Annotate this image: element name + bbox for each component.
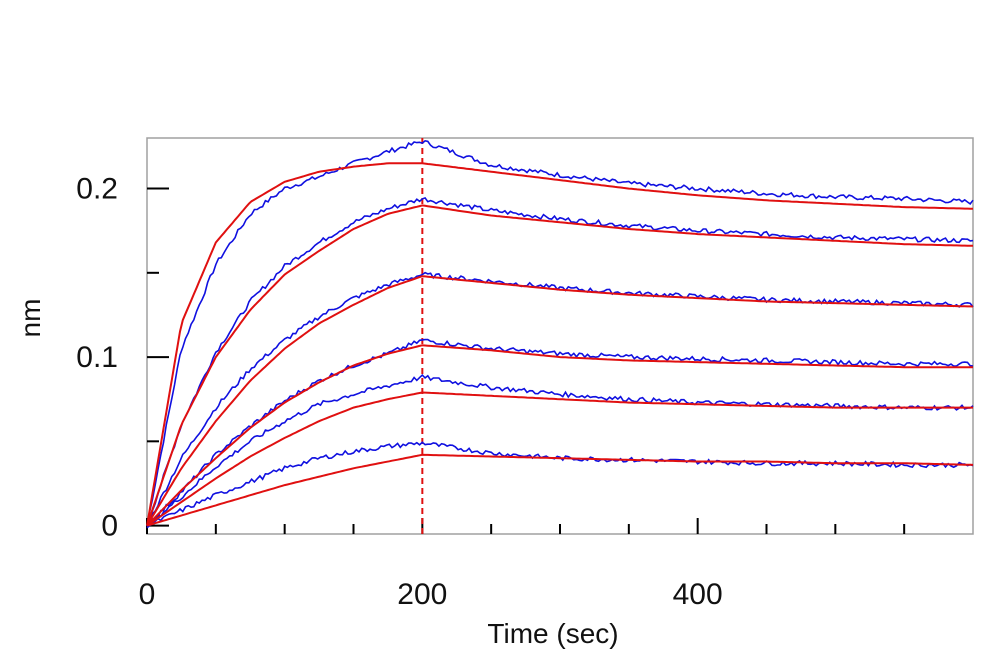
fitted-curve [146, 204, 973, 526]
y-tick-label: 0.2 [76, 173, 118, 206]
fitted-curve [146, 453, 974, 527]
y-axis-title: nm [15, 299, 46, 338]
x-tick-label: 0 [139, 578, 156, 611]
fitted-curves [146, 162, 974, 527]
measured-curves [146, 140, 974, 529]
y-tick-label: 0 [101, 510, 118, 543]
fitted-curve [146, 391, 973, 527]
x-axis-title: Time (sec) [487, 618, 618, 649]
y-tick-label: 0.1 [76, 341, 118, 374]
measured-curve [146, 338, 974, 527]
measured-curve [146, 196, 974, 527]
x-tick-label: 400 [673, 578, 723, 611]
fitted-curve [146, 344, 973, 527]
fitted-curve [146, 162, 974, 526]
axis-labels: 0 0.1 0.2 0 200 400 [76, 173, 722, 611]
measured-curve [146, 140, 974, 526]
measured-curve [146, 271, 974, 526]
fitted-curve [146, 275, 974, 527]
measured-curve [146, 373, 974, 526]
x-tick-label: 200 [397, 578, 447, 611]
